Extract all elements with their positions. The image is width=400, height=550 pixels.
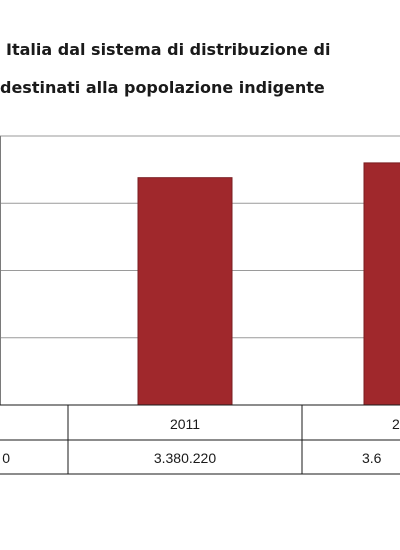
- chart-title-line-1: Italia dal sistema di distribuzione di: [6, 40, 331, 59]
- table-value: 0: [2, 450, 10, 466]
- bar-2: [363, 162, 400, 406]
- table-value: 3.380.220: [154, 450, 216, 466]
- table-category-label: 2011: [170, 416, 200, 432]
- table-value: 3.6: [362, 450, 382, 466]
- table-category-label: 2: [392, 416, 400, 432]
- bar-2011: [137, 177, 233, 406]
- chart-title-line-2: destinati alla popolazione indigente: [0, 78, 325, 97]
